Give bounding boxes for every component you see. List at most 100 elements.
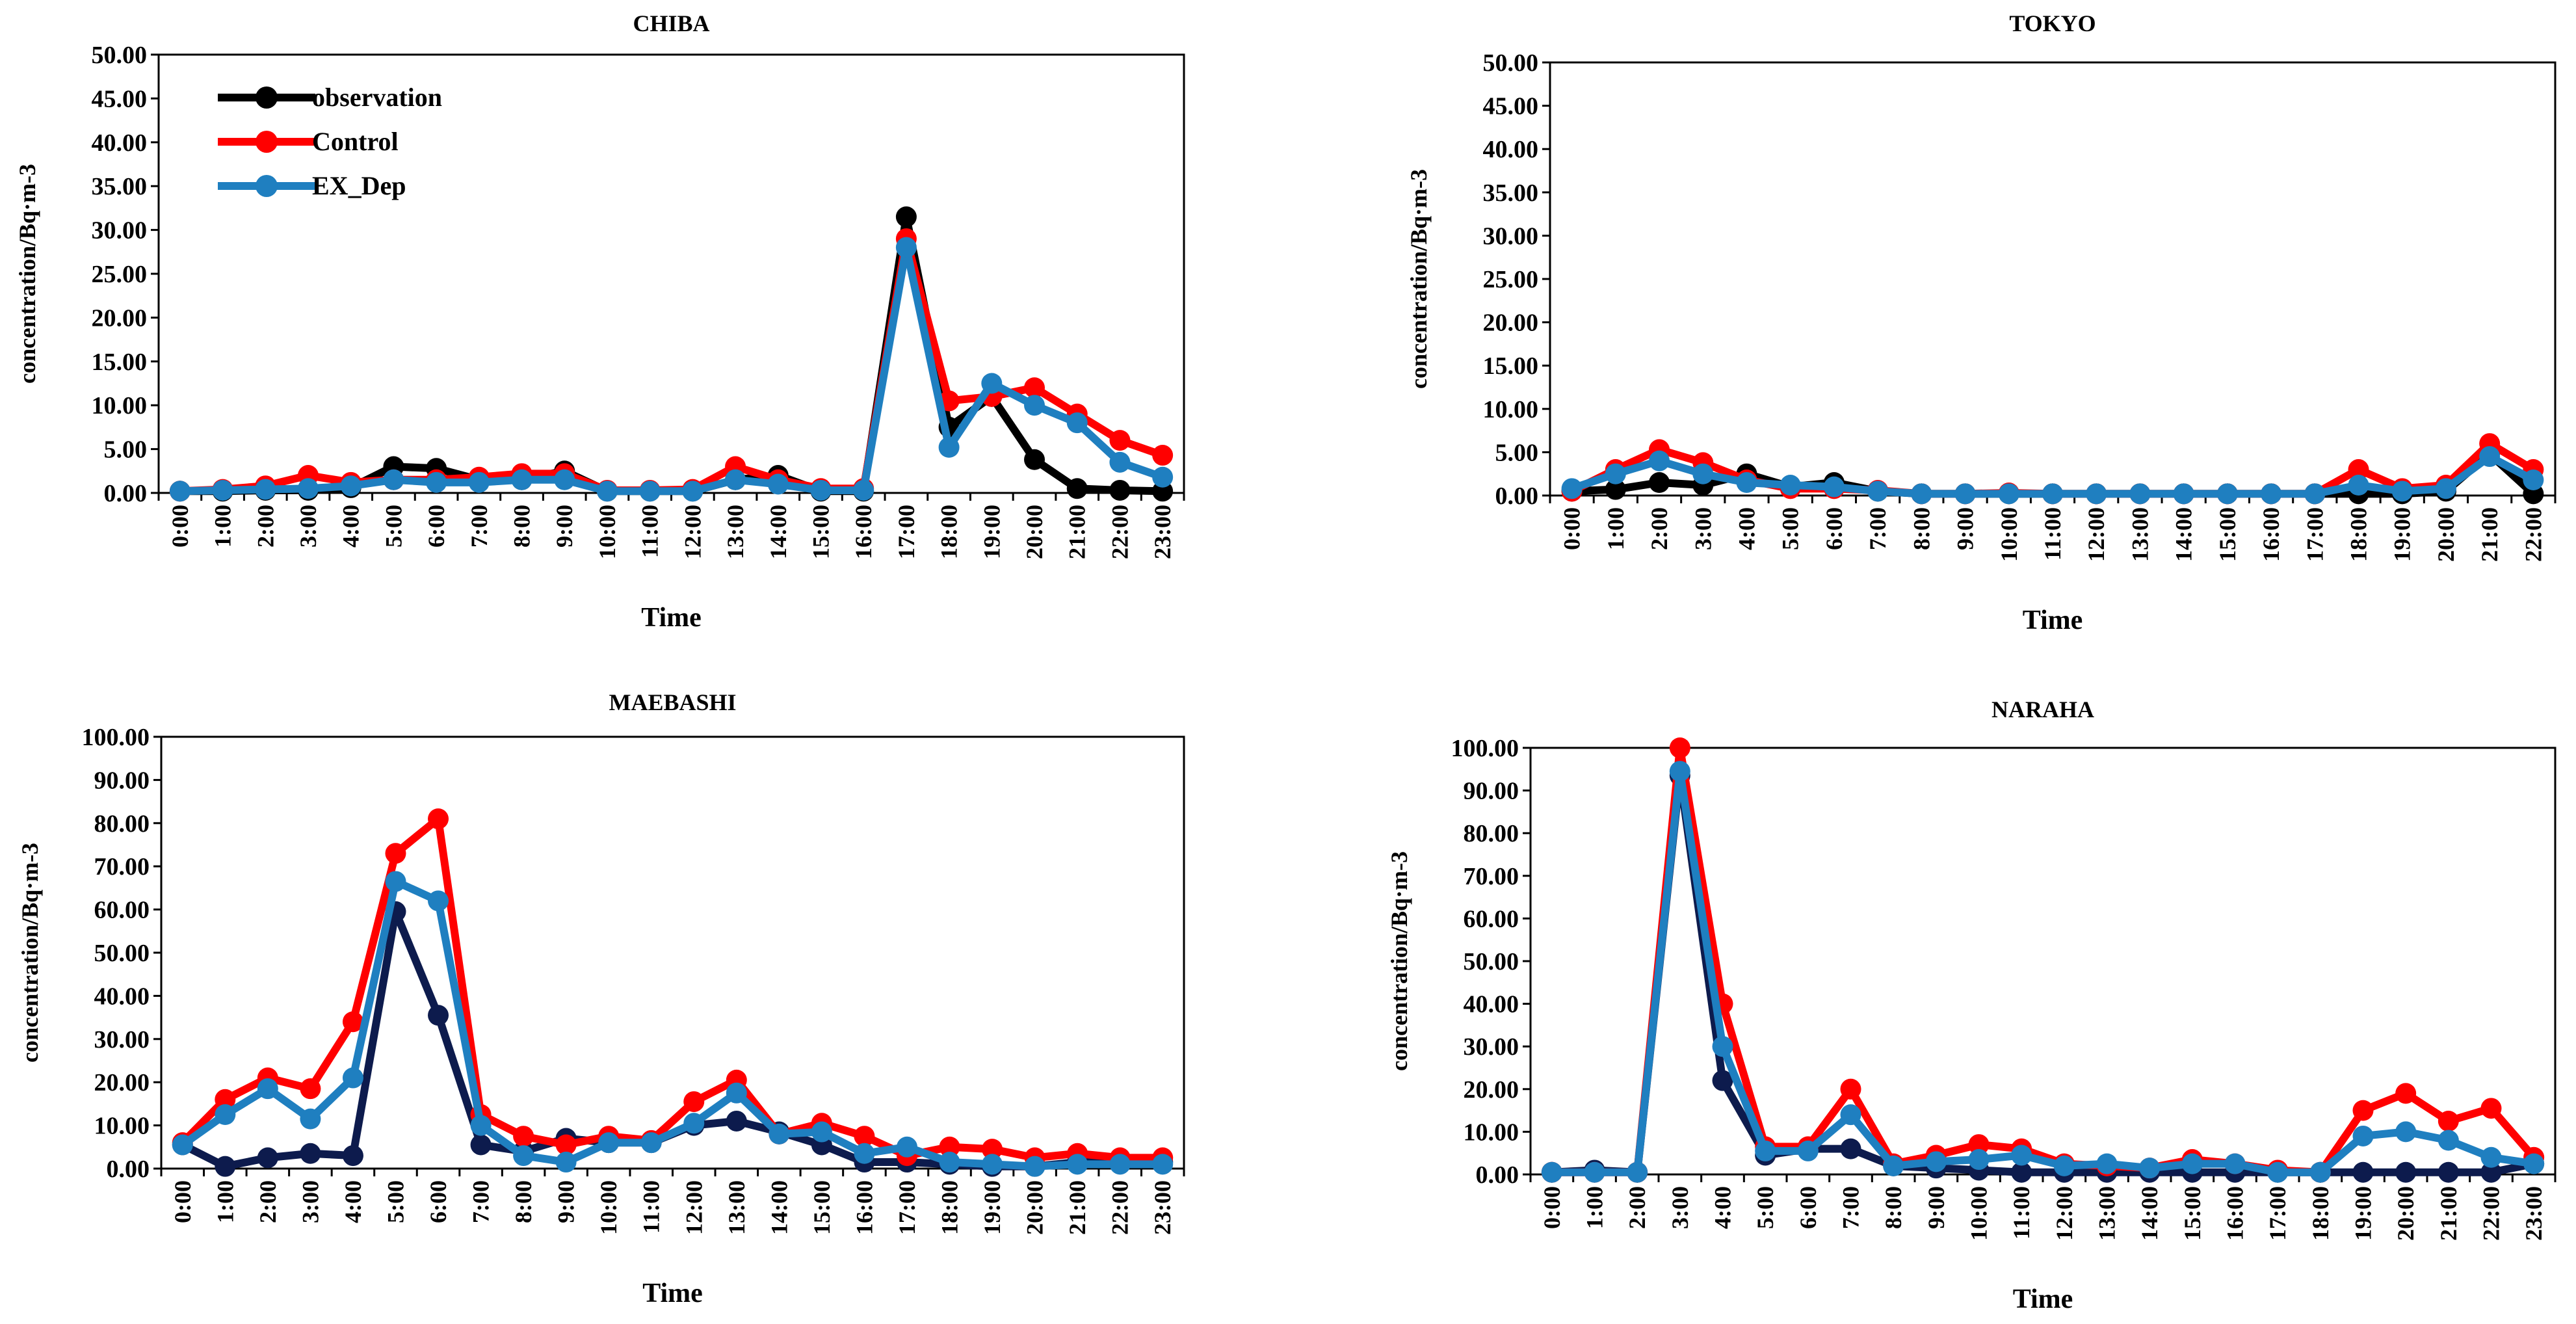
data-point <box>1109 430 1131 451</box>
data-point <box>2395 1161 2417 1183</box>
data-point <box>2181 1153 2203 1174</box>
x-tick-label: 12:00 <box>679 505 705 559</box>
data-point <box>215 1104 236 1125</box>
data-point <box>1797 1140 1819 1161</box>
data-point <box>257 1147 278 1169</box>
data-point <box>511 469 532 490</box>
x-tick-label: 11:00 <box>2040 507 2066 561</box>
x-axis-label: Time <box>2013 1284 2073 1314</box>
data-point <box>1649 450 1670 471</box>
data-point <box>854 1126 875 1147</box>
y-axis-label: concentration/Bq·m-3 <box>1406 169 1432 389</box>
x-tick-label: 21:00 <box>1064 505 1090 559</box>
x-tick-label: 5:00 <box>1778 507 1804 550</box>
data-point <box>1867 481 1889 502</box>
x-tick-label: 20:00 <box>1022 1180 1048 1235</box>
data-point <box>1561 478 1583 499</box>
data-point <box>1712 1070 1733 1091</box>
data-point <box>938 436 960 458</box>
y-tick-label: 10.00 <box>92 392 148 419</box>
y-tick-label: 10.00 <box>94 1113 150 1140</box>
data-point <box>725 469 746 490</box>
data-point <box>555 1152 577 1173</box>
x-tick-label: 4:00 <box>340 1180 366 1223</box>
x-tick-label: 22:00 <box>2478 1186 2504 1241</box>
data-point <box>513 1126 534 1147</box>
data-point <box>470 1115 492 1136</box>
x-tick-label: 17:00 <box>893 505 919 559</box>
x-tick-label: 2:00 <box>252 505 278 548</box>
y-tick-label: 30.00 <box>1464 1033 1519 1061</box>
data-point <box>1840 1104 1861 1126</box>
x-tick-label: 19:00 <box>2389 507 2415 562</box>
y-tick-label: 45.00 <box>1483 93 1539 120</box>
data-point <box>1605 463 1626 484</box>
y-tick-label: 80.00 <box>1464 820 1519 847</box>
data-point <box>2480 1161 2502 1183</box>
data-point <box>2395 1121 2417 1143</box>
data-point <box>2216 483 2238 505</box>
data-point <box>769 1123 790 1145</box>
y-tick-label: 40.00 <box>92 129 148 157</box>
y-tick-label: 40.00 <box>94 983 150 1010</box>
data-point <box>1692 463 1714 484</box>
data-point <box>470 1134 492 1156</box>
series-line <box>179 243 1164 496</box>
data-point <box>2438 1161 2459 1183</box>
x-tick-label: 8:00 <box>510 1180 536 1223</box>
x-tick-label: 13:00 <box>724 1180 750 1235</box>
y-tick-label: 25.00 <box>1483 266 1539 293</box>
y-tick-label: 30.00 <box>94 1026 150 1053</box>
data-point <box>1736 472 1757 494</box>
data-point <box>385 843 406 864</box>
data-point <box>1024 395 1045 416</box>
data-point <box>1669 761 1690 782</box>
y-tick-label: 50.00 <box>1483 49 1539 77</box>
data-point <box>428 808 449 830</box>
data-point <box>2435 478 2456 499</box>
y-tick-label: 0.00 <box>1495 483 1539 510</box>
x-tick-label: 3:00 <box>1667 1186 1693 1229</box>
y-tick-label: 100.00 <box>1451 735 1519 762</box>
y-tick-label: 80.00 <box>94 810 150 838</box>
x-tick-label: 22:00 <box>1107 505 1133 559</box>
x-tick-label: 16:00 <box>850 505 876 559</box>
x-tick-label: 16:00 <box>2258 507 2284 562</box>
data-point <box>811 1121 832 1143</box>
series-line <box>179 213 1163 496</box>
x-tick-label: 20:00 <box>2393 1186 2419 1241</box>
x-tick-label: 5:00 <box>380 505 406 548</box>
data-point <box>810 479 832 501</box>
x-tick-label: 7:00 <box>466 505 492 548</box>
data-point <box>596 481 618 502</box>
series-control <box>169 228 1174 502</box>
x-tick-label: 6:00 <box>423 505 449 548</box>
x-tick-label: 23:00 <box>1150 505 1176 559</box>
data-point <box>2309 1161 2331 1183</box>
x-axis: 0:00 1:00 2:00 3:00 4:00 5:00 6:00 7:00 8:00 9:00… <box>160 1169 1185 1235</box>
y-tick-label: 15.00 <box>92 349 148 376</box>
y-tick-label: 10.00 <box>1483 396 1539 423</box>
data-point <box>2304 483 2326 505</box>
x-tick-label: 13:00 <box>722 505 748 559</box>
data-point <box>1024 449 1045 470</box>
y-tick-label: 40.00 <box>1483 136 1539 163</box>
data-point <box>2261 483 2282 505</box>
data-point <box>1649 472 1670 494</box>
x-tick-label: 12:00 <box>681 1180 707 1235</box>
series-line <box>1551 771 2535 1176</box>
data-point <box>1840 1138 1861 1159</box>
data-point <box>215 1089 236 1110</box>
data-point <box>1925 1151 1947 1172</box>
chart-title: CHIBA <box>633 10 709 36</box>
data-point <box>1627 1161 1648 1183</box>
data-point <box>1584 1161 1605 1183</box>
data-point <box>895 206 917 228</box>
x-tick-label: 14:00 <box>765 505 791 559</box>
x-axis-label: Time <box>641 603 702 633</box>
x-tick-label: 7:00 <box>1865 507 1891 550</box>
chart-title: NARAHA <box>1991 696 2094 722</box>
x-tick-label: 11:00 <box>2008 1186 2034 1239</box>
data-point <box>2352 1125 2374 1146</box>
data-point <box>1883 1155 1904 1176</box>
